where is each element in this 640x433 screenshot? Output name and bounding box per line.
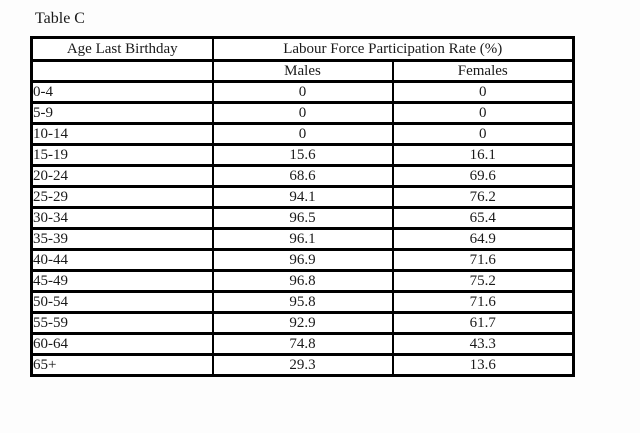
males-cell: 0 <box>211 122 394 146</box>
table-row: 65+ 29.3 13.6 <box>30 353 575 377</box>
table-row: 60-64 74.8 43.3 <box>30 332 575 356</box>
age-cell: 25-29 <box>30 185 214 209</box>
table-row: 20-24 68.6 69.6 <box>30 164 575 188</box>
females-cell: 43.3 <box>391 332 575 356</box>
age-cell: 5-9 <box>30 101 214 125</box>
table-row: 30-34 96.5 65.4 <box>30 206 575 230</box>
table-title: Table C <box>35 10 85 27</box>
age-cell: 30-34 <box>30 206 214 230</box>
males-cell: 92.9 <box>211 311 394 335</box>
age-cell: 60-64 <box>30 332 214 356</box>
labour-force-participation-table: Age Last Birthday Labour Force Participa… <box>30 36 575 377</box>
age-cell: 15-19 <box>30 143 214 167</box>
header-row-sub: Males Females <box>30 59 575 83</box>
table-row: 50-54 95.8 71.6 <box>30 290 575 314</box>
females-cell: 71.6 <box>391 248 575 272</box>
females-cell: 75.2 <box>391 269 575 293</box>
males-cell: 74.8 <box>211 332 394 356</box>
age-cell: 10-14 <box>30 122 214 146</box>
age-cell: 55-59 <box>30 311 214 335</box>
column-header-age: Age Last Birthday <box>30 36 214 62</box>
table-row: 0-4 0 0 <box>30 80 575 104</box>
column-header-empty <box>30 59 214 83</box>
females-cell: 13.6 <box>391 353 575 377</box>
column-header-males: Males <box>211 59 394 83</box>
males-cell: 96.9 <box>211 248 394 272</box>
age-cell: 20-24 <box>30 164 214 188</box>
females-cell: 64.9 <box>391 227 575 251</box>
males-cell: 95.8 <box>211 290 394 314</box>
column-group-header-participation-rate: Labour Force Participation Rate (%) <box>211 36 575 62</box>
age-cell: 0-4 <box>30 80 214 104</box>
females-cell: 16.1 <box>391 143 575 167</box>
females-cell: 0 <box>391 122 575 146</box>
table-body: 0-4 0 0 5-9 0 0 10-14 0 0 15-19 15.6 16.1 20-24 68.6 6… <box>30 80 575 377</box>
age-cell: 45-49 <box>30 269 214 293</box>
males-cell: 96.5 <box>211 206 394 230</box>
females-cell: 69.6 <box>391 164 575 188</box>
males-cell: 94.1 <box>211 185 394 209</box>
table-header: Age Last Birthday Labour Force Participa… <box>30 36 575 83</box>
age-cell: 50-54 <box>30 290 214 314</box>
table-row: 35-39 96.1 64.9 <box>30 227 575 251</box>
column-header-females: Females <box>391 59 575 83</box>
females-cell: 61.7 <box>391 311 575 335</box>
females-cell: 71.6 <box>391 290 575 314</box>
table-row: 55-59 92.9 61.7 <box>30 311 575 335</box>
males-cell: 68.6 <box>211 164 394 188</box>
table-row: 45-49 96.8 75.2 <box>30 269 575 293</box>
females-cell: 0 <box>391 101 575 125</box>
table-row: 25-29 94.1 76.2 <box>30 185 575 209</box>
table-row: 10-14 0 0 <box>30 122 575 146</box>
females-cell: 0 <box>391 80 575 104</box>
table-row: 5-9 0 0 <box>30 101 575 125</box>
males-cell: 96.1 <box>211 227 394 251</box>
males-cell: 96.8 <box>211 269 394 293</box>
males-cell: 29.3 <box>211 353 394 377</box>
males-cell: 0 <box>211 80 394 104</box>
males-cell: 15.6 <box>211 143 394 167</box>
males-cell: 0 <box>211 101 394 125</box>
females-cell: 65.4 <box>391 206 575 230</box>
age-cell: 35-39 <box>30 227 214 251</box>
females-cell: 76.2 <box>391 185 575 209</box>
table-row: 15-19 15.6 16.1 <box>30 143 575 167</box>
header-row-top: Age Last Birthday Labour Force Participa… <box>30 36 575 62</box>
age-cell: 40-44 <box>30 248 214 272</box>
age-cell: 65+ <box>30 353 214 377</box>
table-row: 40-44 96.9 71.6 <box>30 248 575 272</box>
